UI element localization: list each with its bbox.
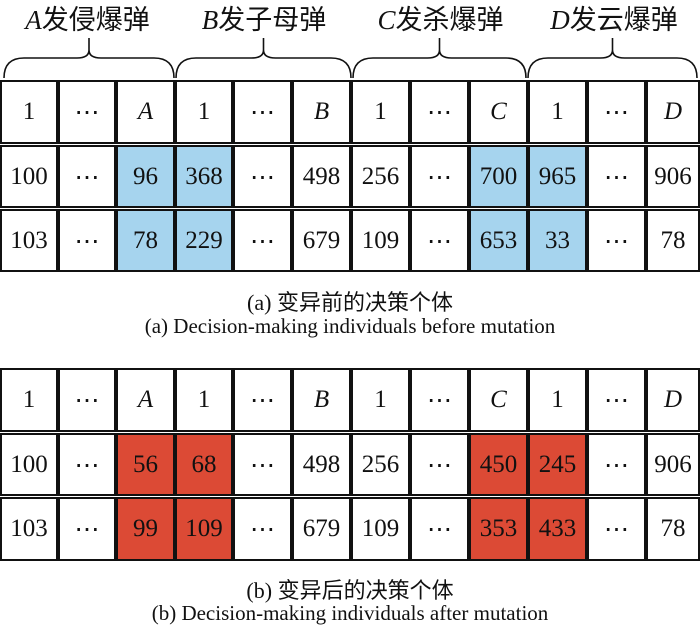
before-row-1-cell: ⋯ [58, 145, 116, 208]
before-header-cell: B [292, 80, 351, 144]
after-row-2-cell: 78 [646, 497, 700, 561]
after-row-2-cell: ⋯ [58, 497, 116, 561]
after-header-cell: ⋯ [587, 368, 646, 432]
before-header-cell: C [469, 80, 528, 144]
before-row-1-cell: ⋯ [587, 145, 646, 208]
before-row-2-cell: ⋯ [410, 209, 469, 272]
before-row-2-cell: 229 [175, 209, 233, 272]
before-header-cell: ⋯ [233, 80, 292, 144]
before-header-cell: D [646, 80, 700, 144]
after-row-1-cell: 906 [646, 433, 700, 496]
group-label-d: D发云爆弹 [550, 5, 678, 35]
group-label-a: A发侵爆弹 [25, 5, 150, 35]
before-row-1-cell: 96 [116, 145, 175, 208]
after-row-1-cell: ⋯ [587, 433, 646, 496]
after-row-2-cell: ⋯ [233, 497, 292, 561]
after-row-2-cell: 109 [351, 497, 410, 561]
caption-after-cn: (b) 变异后的决策个体 [246, 578, 454, 603]
before-header-cell: 1 [351, 80, 410, 144]
after-row-2-cell: ⋯ [587, 497, 646, 561]
caption-before-en: (a) Decision-making individuals before m… [144, 314, 556, 338]
after-row-1-cell: 56 [116, 433, 175, 496]
after-row-1-cell: 245 [528, 433, 587, 496]
after-row-1-cell: 450 [469, 433, 528, 496]
before-row-2-cell: 78 [646, 209, 700, 272]
after-header-cell: 1 [175, 368, 233, 432]
group-label-c: C发杀爆弹 [377, 5, 504, 35]
before-row-2-cell: ⋯ [587, 209, 646, 272]
after-row-1-cell: ⋯ [410, 433, 469, 496]
after-row-1-cell: 68 [175, 433, 233, 496]
before-row-2-cell: 679 [292, 209, 351, 272]
before-row-1-cell: 965 [528, 145, 587, 208]
before-header-cell: 1 [0, 80, 58, 144]
after-row-2-cell: 433 [528, 497, 587, 561]
after-header-cell: C [469, 368, 528, 432]
caption-before-cn: (a) 变异前的决策个体 [247, 290, 453, 315]
before-header-cell: A [116, 80, 175, 144]
before-row-1-cell: ⋯ [410, 145, 469, 208]
after-row-1-cell: ⋯ [233, 433, 292, 496]
after-header-cell: D [646, 368, 700, 432]
after-row-1-cell: ⋯ [58, 433, 116, 496]
before-row-1-cell: 256 [351, 145, 410, 208]
after-row-2-cell: 109 [175, 497, 233, 561]
before-row-1-cell: 100 [0, 145, 58, 208]
before-row-1-cell: 906 [646, 145, 700, 208]
before-row-2-cell: 653 [469, 209, 528, 272]
before-row-1-cell: 498 [292, 145, 351, 208]
brace-1 [3, 49, 175, 79]
before-row-2-cell: ⋯ [233, 209, 292, 272]
brace-4 [527, 49, 698, 79]
before-row-1-cell: ⋯ [233, 145, 292, 208]
group-label-b: B发子母弹 [201, 5, 327, 35]
after-row-2-cell: 103 [0, 497, 58, 561]
brace-2 [175, 49, 352, 79]
after-row-2-cell: 679 [292, 497, 351, 561]
after-row-1-cell: 256 [351, 433, 410, 496]
before-row-2-cell: 109 [351, 209, 410, 272]
before-row-1-cell: 700 [469, 145, 528, 208]
brace-3 [352, 49, 527, 79]
after-header-cell: 1 [0, 368, 58, 432]
before-header-cell: ⋯ [410, 80, 469, 144]
after-header-cell: B [292, 368, 351, 432]
before-row-2-cell: 78 [116, 209, 175, 272]
after-header-cell: A [116, 368, 175, 432]
after-row-2-cell: 99 [116, 497, 175, 561]
before-row-2-cell: 33 [528, 209, 587, 272]
after-header-cell: ⋯ [410, 368, 469, 432]
after-row-2-cell: 353 [469, 497, 528, 561]
before-header-cell: ⋯ [587, 80, 646, 144]
before-row-1-cell: 368 [175, 145, 233, 208]
before-row-2-cell: 103 [0, 209, 58, 272]
after-header-cell: 1 [528, 368, 587, 432]
before-row-2-cell: ⋯ [58, 209, 116, 272]
before-header-cell: ⋯ [58, 80, 116, 144]
after-header-cell: ⋯ [58, 368, 116, 432]
after-row-1-cell: 100 [0, 433, 58, 496]
after-header-cell: ⋯ [233, 368, 292, 432]
after-header-cell: 1 [351, 368, 410, 432]
after-row-1-cell: 498 [292, 433, 351, 496]
after-row-2-cell: ⋯ [410, 497, 469, 561]
before-header-cell: 1 [175, 80, 233, 144]
before-header-cell: 1 [528, 80, 587, 144]
caption-after-en: (b) Decision-making individuals after mu… [151, 601, 549, 625]
